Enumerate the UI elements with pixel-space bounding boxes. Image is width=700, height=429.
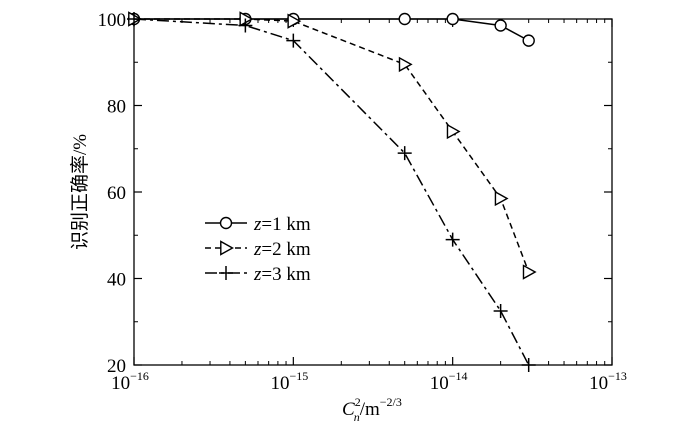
y-tick-label: 20: [107, 356, 126, 377]
legend-label: z=2 km: [253, 239, 311, 260]
y-tick-label: 80: [107, 97, 126, 118]
data-point: [493, 303, 508, 318]
plot-frame: [133, 18, 613, 366]
x-tick-label: 10−13: [589, 369, 627, 394]
series-line: [134, 18, 530, 273]
x-tick-label: 10−16: [111, 369, 149, 394]
data-point: [286, 33, 301, 48]
y-axis-label: 识别正确率/%: [69, 134, 91, 250]
data-point: [127, 12, 141, 26]
data-point: [494, 19, 507, 32]
data-point: [397, 146, 412, 161]
legend: z=1 km z=2 km z=3 km: [205, 214, 311, 285]
x-axis-ticks: 10−16 10−15 10−14 10−13: [111, 19, 627, 394]
data-point: [398, 56, 413, 73]
x-axis-label: C2 n/m−2/3: [342, 395, 402, 424]
series-2: [128, 11, 537, 280]
data-point: [446, 12, 459, 26]
data-point: [522, 34, 535, 47]
series-3: [127, 12, 536, 372]
data-point: [494, 190, 509, 207]
legend-label: z=1 km: [253, 214, 311, 235]
data-point: [446, 123, 461, 140]
data-point: [219, 216, 233, 230]
axis-labels: C2 n/m−2/3 识别正确率/%: [69, 134, 402, 424]
y-tick-label: 60: [107, 183, 126, 204]
data-point: [219, 266, 233, 280]
y-axis-ticks: 20 40 60 80 100: [98, 10, 612, 377]
y-tick-label: 100: [98, 10, 127, 31]
data-point: [238, 18, 253, 33]
series-line: [134, 18, 530, 42]
x-tick-label: 10−15: [270, 369, 308, 394]
data-point: [445, 232, 460, 247]
series-line: [133, 18, 530, 366]
y-tick-label: 40: [107, 270, 126, 291]
legend-label: z=3 km: [253, 264, 311, 285]
data-point: [287, 13, 302, 29]
data-point: [522, 264, 537, 280]
x-tick-label: 10−14: [430, 369, 468, 394]
data-point: [521, 358, 536, 372]
series-layer: [127, 11, 537, 372]
data-point: [220, 240, 234, 256]
data-point: [398, 12, 411, 26]
plot-border: [133, 18, 613, 366]
